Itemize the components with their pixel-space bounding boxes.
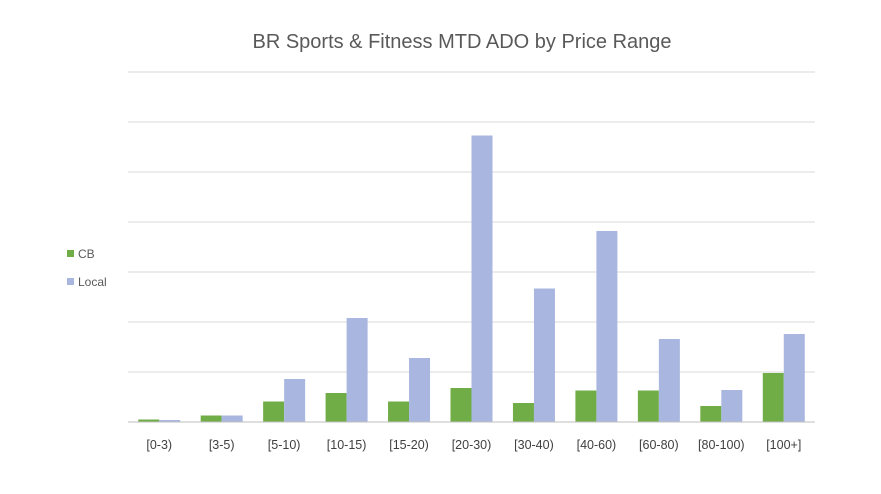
- bar-local-7: [596, 231, 618, 422]
- bar-cb-7: [575, 390, 597, 422]
- bar-local-5: [471, 135, 493, 422]
- x-tick-labels: [0-3) [3-5) [5-10) [10-15) [15-20) [20-30) [30…: [146, 438, 801, 452]
- legend-label-local: Local: [78, 275, 107, 289]
- legend-label-cb: CB: [78, 247, 95, 261]
- x-tick-label: [10-15): [327, 438, 367, 452]
- bar-cb-5: [450, 388, 472, 422]
- x-tick-label: [60-80): [639, 438, 679, 452]
- bar-local-0: [159, 420, 181, 422]
- bar-local-2: [284, 379, 306, 422]
- legend-swatch-local: [67, 278, 74, 285]
- bar-local-3: [346, 318, 368, 422]
- bar-local-6: [533, 288, 555, 422]
- bar-cb-2: [263, 401, 285, 422]
- x-tick-label: [0-3): [146, 438, 172, 452]
- x-tick-label: [20-30): [452, 438, 492, 452]
- x-tick-label: [3-5): [209, 438, 235, 452]
- bar-local-8: [658, 339, 680, 422]
- bar-cb-6: [512, 403, 534, 422]
- bar-cb-0: [138, 419, 160, 422]
- bar-cb-8: [637, 390, 659, 422]
- chart-title: BR Sports & Fitness MTD ADO by Price Ran…: [252, 31, 671, 53]
- x-tick-label: [80-100): [698, 438, 745, 452]
- x-tick-label: [15-20): [389, 438, 429, 452]
- x-tick-label: [5-10): [268, 438, 301, 452]
- bar-cb-9: [700, 406, 722, 422]
- bar-cb-10: [762, 373, 784, 422]
- bar-cb-3: [325, 393, 347, 422]
- x-tick-label: [40-60): [577, 438, 617, 452]
- bar-cb-1: [200, 415, 222, 422]
- bar-local-4: [409, 358, 431, 422]
- bar-local-10: [783, 334, 805, 422]
- bars: [138, 135, 805, 422]
- legend: CB Local: [67, 247, 107, 289]
- bar-local-9: [721, 390, 743, 422]
- x-tick-label: [100+]: [766, 438, 801, 452]
- x-tick-label: [30-40): [514, 438, 554, 452]
- legend-swatch-cb: [67, 250, 74, 257]
- bar-local-1: [221, 415, 243, 422]
- bar-cb-4: [388, 401, 410, 422]
